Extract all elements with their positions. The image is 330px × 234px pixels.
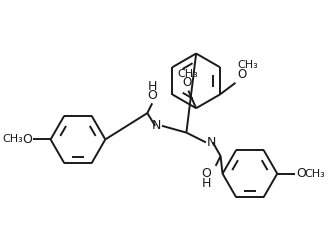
Text: O: O (296, 167, 306, 180)
Text: CH₃: CH₃ (305, 169, 325, 179)
Text: O: O (22, 133, 32, 146)
Text: CH₃: CH₃ (3, 135, 23, 144)
Text: CH₃: CH₃ (237, 60, 258, 70)
Text: N: N (151, 119, 161, 132)
Text: O: O (183, 76, 192, 89)
Text: H: H (148, 80, 157, 93)
Text: H: H (201, 177, 211, 190)
Text: O: O (201, 167, 211, 180)
Text: O: O (237, 68, 247, 81)
Text: CH₃: CH₃ (177, 69, 198, 79)
Text: N: N (207, 136, 216, 149)
Text: O: O (147, 89, 157, 102)
